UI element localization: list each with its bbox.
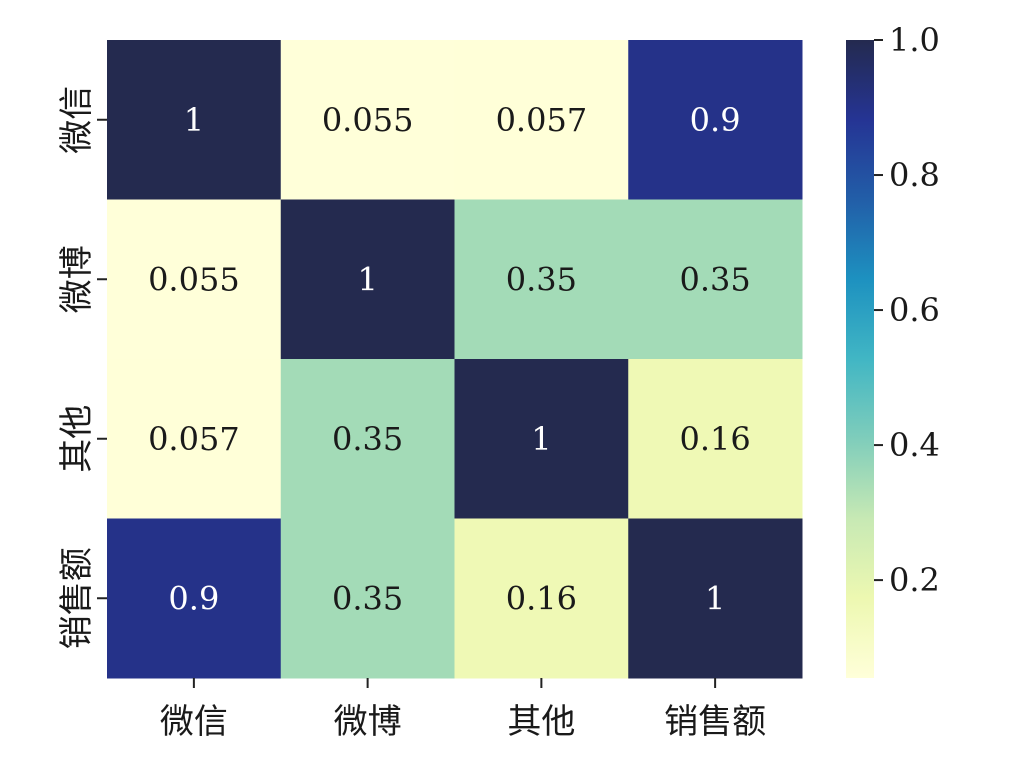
cell-value-label: 1 xyxy=(184,101,204,139)
x-tick-label: 微信 xyxy=(160,702,228,742)
cell-value-label: 0.35 xyxy=(680,260,751,298)
cell-value-label: 0.057 xyxy=(148,420,240,458)
y-tick-label: 销售额 xyxy=(57,547,97,649)
heatmap-cell xyxy=(107,518,282,679)
heatmap-cell xyxy=(454,359,629,519)
heatmap-cell xyxy=(280,199,455,360)
colorbar: 1.0 0.8 0.6 0.4 0.2 xyxy=(846,21,940,678)
x-tick-label: 其他 xyxy=(507,702,575,742)
cell-value-label: 1 xyxy=(531,420,551,458)
cell-value-label: 0.35 xyxy=(332,420,403,458)
cell-value-label: 0.9 xyxy=(690,101,741,139)
heatmap-cell xyxy=(454,518,629,679)
heatmap-cell xyxy=(628,518,803,679)
heatmap-cell xyxy=(107,199,282,360)
heatmap-cell xyxy=(280,518,455,679)
heatmap-cell xyxy=(107,40,282,200)
heatmap-cell xyxy=(280,40,455,200)
cell-value-label: 0.055 xyxy=(148,260,240,298)
heatmap-cell xyxy=(107,359,282,519)
heatmap-cell-labels: 1 0.055 0.057 0.9 0.055 1 0.35 0.35 0.057 0.35 1 0.… xyxy=(148,101,751,618)
colorbar-tick-label: 1.0 xyxy=(889,21,940,59)
heatmap-cell xyxy=(454,199,629,360)
colorbar-tick-label: 0.2 xyxy=(889,561,940,599)
cell-value-label: 0.35 xyxy=(332,579,403,617)
y-tick-label: 微信 xyxy=(57,86,97,154)
cell-value-label: 1 xyxy=(357,260,377,298)
colorbar-tick-label: 0.8 xyxy=(889,156,940,194)
colorbar-tick-label: 0.6 xyxy=(889,291,940,329)
x-axis: 微信 微博 其他 销售额 xyxy=(160,678,766,742)
heatmap-cell xyxy=(628,199,803,360)
x-tick-label: 微博 xyxy=(334,702,402,742)
cell-value-label: 0.16 xyxy=(506,579,577,617)
colorbar-tick-label: 0.4 xyxy=(889,426,940,464)
heatmap-cell xyxy=(454,40,629,200)
cell-value-label: 0.16 xyxy=(680,420,751,458)
cell-value-label: 1 xyxy=(705,579,725,617)
x-tick-label: 销售额 xyxy=(664,702,766,742)
y-tick-label: 微博 xyxy=(57,245,97,313)
heatmap-cell xyxy=(628,40,803,200)
cell-value-label: 0.35 xyxy=(506,260,577,298)
heatmap-cell xyxy=(280,359,455,519)
cell-value-label: 0.055 xyxy=(322,101,414,139)
y-tick-label: 其他 xyxy=(57,405,97,473)
heatmap-cell xyxy=(628,359,803,519)
cell-value-label: 0.9 xyxy=(168,579,219,617)
heatmap-cells xyxy=(107,40,803,679)
cell-value-label: 0.057 xyxy=(496,101,588,139)
colorbar-gradient xyxy=(846,40,874,678)
